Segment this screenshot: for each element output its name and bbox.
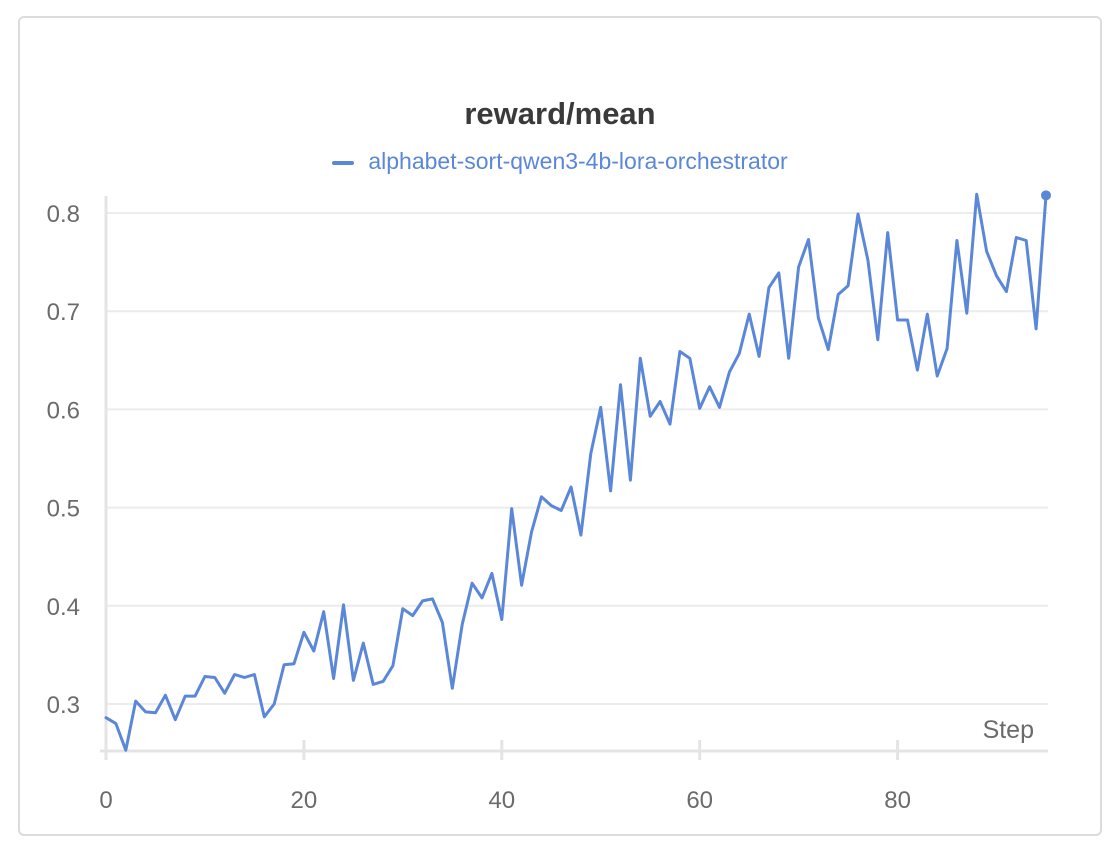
tick-labels: 0.3 0.4 0.5 0.6 0.7 0.8 0 20 40 60 80 <box>47 201 911 814</box>
y-tick-label: 0.5 <box>47 496 80 523</box>
last-point-marker[interactable] <box>1041 190 1051 201</box>
grid-lines <box>106 212 1048 705</box>
axes <box>100 196 1048 760</box>
x-tick-label: 60 <box>686 787 713 814</box>
y-tick-label: 0.8 <box>47 201 80 228</box>
x-tick-label: 20 <box>291 787 318 814</box>
y-tick-label: 0.7 <box>47 299 80 326</box>
x-tick-label: 0 <box>99 787 112 814</box>
chart-title: reward/mean <box>464 96 656 131</box>
legend-swatch <box>332 160 355 165</box>
series-group <box>104 190 1051 752</box>
x-tick-label: 40 <box>488 787 515 814</box>
y-tick-label: 0.4 <box>47 594 80 621</box>
y-tick-label: 0.3 <box>47 692 80 719</box>
legend-label: alphabet-sort-qwen3-4b-lora-orchestrator <box>368 148 788 174</box>
series-line[interactable] <box>104 192 1048 752</box>
legend[interactable]: alphabet-sort-qwen3-4b-lora-orchestrator <box>0 148 1120 175</box>
x-tick-label: 80 <box>884 787 911 814</box>
chart-panel <box>18 16 1102 836</box>
y-tick-label: 0.6 <box>47 397 80 424</box>
x-axis-label: Step <box>983 716 1034 744</box>
